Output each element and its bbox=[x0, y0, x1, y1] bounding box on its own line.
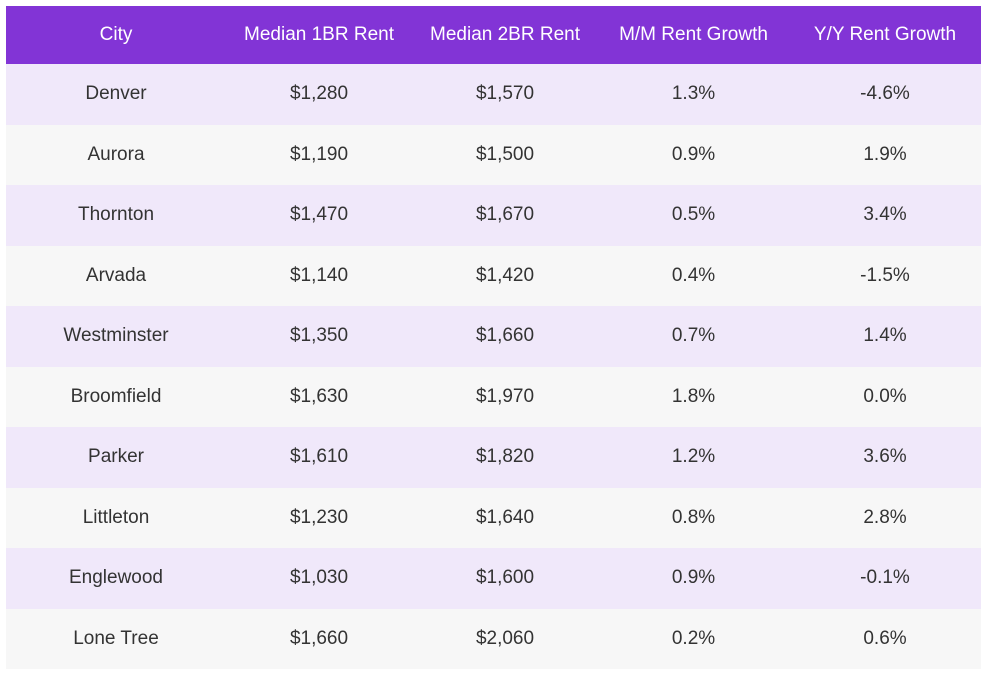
cell-city: Denver bbox=[6, 64, 226, 125]
header-mm-rent-growth: M/M Rent Growth bbox=[598, 6, 789, 64]
table-body: Denver $1,280 $1,570 1.3% -4.6% Aurora $… bbox=[6, 64, 981, 669]
cell-yy-growth: 2.8% bbox=[789, 487, 981, 548]
cell-city: Lone Tree bbox=[6, 608, 226, 669]
table-row: Westminster $1,350 $1,660 0.7% 1.4% bbox=[6, 306, 981, 367]
table-row: Parker $1,610 $1,820 1.2% 3.6% bbox=[6, 427, 981, 488]
cell-median-2br: $1,600 bbox=[412, 548, 598, 609]
cell-yy-growth: -4.6% bbox=[789, 64, 981, 125]
cell-median-1br: $1,470 bbox=[226, 185, 412, 246]
table-row: Littleton $1,230 $1,640 0.8% 2.8% bbox=[6, 487, 981, 548]
table-row: Denver $1,280 $1,570 1.3% -4.6% bbox=[6, 64, 981, 125]
cell-mm-growth: 0.9% bbox=[598, 124, 789, 185]
cell-yy-growth: 3.6% bbox=[789, 427, 981, 488]
cell-yy-growth: 0.0% bbox=[789, 366, 981, 427]
header-median-1br-rent: Median 1BR Rent bbox=[226, 6, 412, 64]
cell-median-2br: $1,500 bbox=[412, 124, 598, 185]
cell-median-1br: $1,350 bbox=[226, 306, 412, 367]
table-row: Englewood $1,030 $1,600 0.9% -0.1% bbox=[6, 548, 981, 609]
table-row: Arvada $1,140 $1,420 0.4% -1.5% bbox=[6, 245, 981, 306]
header-row: City Median 1BR Rent Median 2BR Rent M/M… bbox=[6, 6, 981, 64]
cell-city: Broomfield bbox=[6, 366, 226, 427]
cell-mm-growth: 0.9% bbox=[598, 548, 789, 609]
cell-city: Littleton bbox=[6, 487, 226, 548]
cell-median-1br: $1,030 bbox=[226, 548, 412, 609]
cell-median-2br: $1,570 bbox=[412, 64, 598, 125]
table-row: Broomfield $1,630 $1,970 1.8% 0.0% bbox=[6, 366, 981, 427]
header-median-2br-rent: Median 2BR Rent bbox=[412, 6, 598, 64]
cell-median-2br: $1,420 bbox=[412, 245, 598, 306]
cell-city: Thornton bbox=[6, 185, 226, 246]
cell-median-1br: $1,230 bbox=[226, 487, 412, 548]
table-row: Lone Tree $1,660 $2,060 0.2% 0.6% bbox=[6, 608, 981, 669]
cell-mm-growth: 0.7% bbox=[598, 306, 789, 367]
cell-yy-growth: -0.1% bbox=[789, 548, 981, 609]
cell-median-1br: $1,280 bbox=[226, 64, 412, 125]
table-row: Aurora $1,190 $1,500 0.9% 1.9% bbox=[6, 124, 981, 185]
header-yy-rent-growth: Y/Y Rent Growth bbox=[789, 6, 981, 64]
cell-city: Parker bbox=[6, 427, 226, 488]
cell-city: Englewood bbox=[6, 548, 226, 609]
cell-median-1br: $1,630 bbox=[226, 366, 412, 427]
cell-mm-growth: 0.8% bbox=[598, 487, 789, 548]
cell-median-2br: $1,820 bbox=[412, 427, 598, 488]
table-row: Thornton $1,470 $1,670 0.5% 3.4% bbox=[6, 185, 981, 246]
cell-yy-growth: -1.5% bbox=[789, 245, 981, 306]
cell-city: Aurora bbox=[6, 124, 226, 185]
cell-yy-growth: 1.9% bbox=[789, 124, 981, 185]
cell-median-2br: $2,060 bbox=[412, 608, 598, 669]
cell-mm-growth: 1.3% bbox=[598, 64, 789, 125]
rent-table-container: City Median 1BR Rent Median 2BR Rent M/M… bbox=[6, 6, 981, 669]
cell-median-1br: $1,610 bbox=[226, 427, 412, 488]
cell-median-1br: $1,660 bbox=[226, 608, 412, 669]
cell-median-2br: $1,670 bbox=[412, 185, 598, 246]
cell-mm-growth: 0.5% bbox=[598, 185, 789, 246]
rent-table: City Median 1BR Rent Median 2BR Rent M/M… bbox=[6, 6, 981, 669]
table-header: City Median 1BR Rent Median 2BR Rent M/M… bbox=[6, 6, 981, 64]
cell-mm-growth: 1.8% bbox=[598, 366, 789, 427]
cell-city: Arvada bbox=[6, 245, 226, 306]
cell-median-1br: $1,140 bbox=[226, 245, 412, 306]
cell-median-2br: $1,660 bbox=[412, 306, 598, 367]
cell-yy-growth: 0.6% bbox=[789, 608, 981, 669]
cell-mm-growth: 0.4% bbox=[598, 245, 789, 306]
cell-median-1br: $1,190 bbox=[226, 124, 412, 185]
cell-yy-growth: 3.4% bbox=[789, 185, 981, 246]
cell-city: Westminster bbox=[6, 306, 226, 367]
cell-median-2br: $1,640 bbox=[412, 487, 598, 548]
cell-mm-growth: 0.2% bbox=[598, 608, 789, 669]
cell-median-2br: $1,970 bbox=[412, 366, 598, 427]
header-city: City bbox=[6, 6, 226, 64]
cell-yy-growth: 1.4% bbox=[789, 306, 981, 367]
cell-mm-growth: 1.2% bbox=[598, 427, 789, 488]
